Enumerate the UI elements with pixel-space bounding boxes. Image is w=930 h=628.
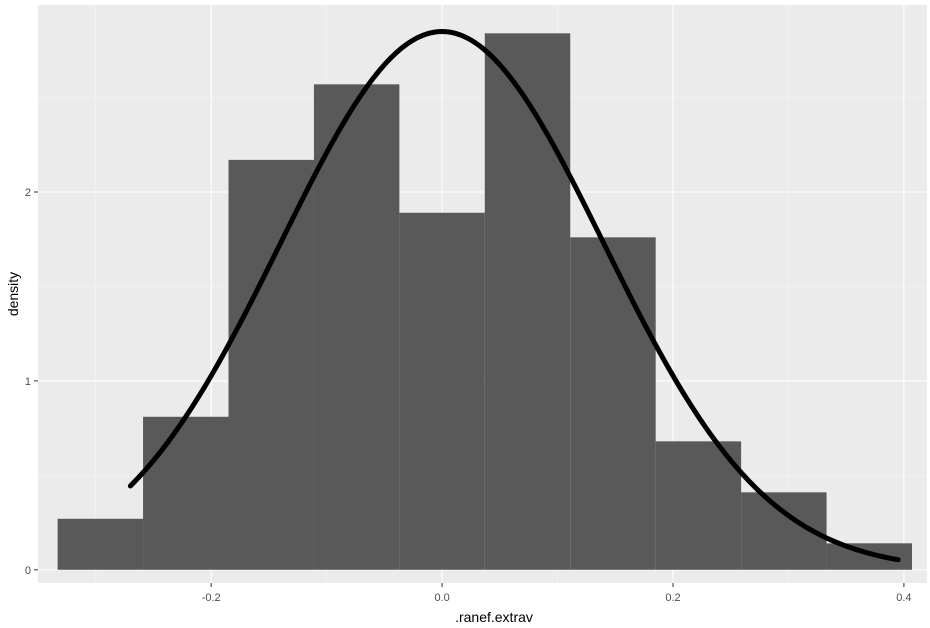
x-axis-title: .ranef.extrav	[455, 609, 533, 625]
y-axis-title: density	[5, 272, 21, 316]
histogram-bar	[826, 543, 912, 570]
y-axis-ticks: 0 1 2	[25, 187, 38, 577]
histogram-bar	[57, 518, 144, 570]
x-tick-label: 0.2	[665, 592, 680, 604]
x-tick-label: -0.2	[202, 592, 221, 604]
y-tick-label: 2	[25, 187, 31, 199]
histogram-bar	[655, 441, 742, 570]
y-tick-label: 0	[25, 565, 31, 577]
histogram-bar	[399, 212, 485, 570]
histogram-bar	[143, 416, 229, 570]
histogram-bars	[57, 33, 912, 570]
density-curve-line	[127, 29, 901, 563]
histogram-bar	[228, 159, 314, 570]
x-tick-label: 0.4	[896, 592, 911, 604]
histogram-bar	[313, 84, 400, 570]
y-tick-label: 1	[25, 376, 31, 388]
histogram-bar	[484, 33, 571, 570]
x-tick-label: 0.0	[434, 592, 449, 604]
x-axis-ticks: -0.2 0.0 0.2 0.4	[202, 583, 912, 604]
histogram-bar	[570, 237, 656, 570]
